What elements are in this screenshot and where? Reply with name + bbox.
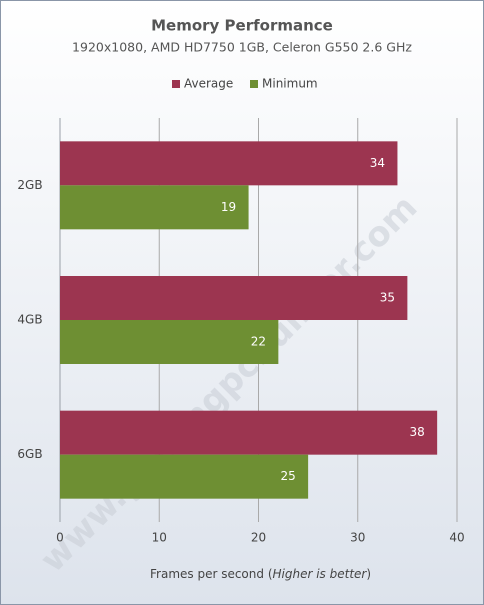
value-label: 19: [221, 200, 236, 214]
value-label: 38: [410, 425, 425, 439]
legend-swatch: [172, 80, 180, 88]
bar: [60, 185, 249, 230]
legend-label: Average: [184, 77, 233, 91]
bar: [60, 454, 309, 499]
chart-subtitle: 1920x1080, AMD HD7750 1GB, Celeron G550 …: [72, 40, 412, 55]
value-label: 35: [380, 291, 395, 305]
x-tick-label: 40: [449, 531, 464, 545]
chart-title: Memory Performance: [151, 17, 333, 35]
y-tick-label: 4GB: [17, 313, 42, 327]
bar: [60, 141, 398, 186]
bar: [60, 320, 279, 364]
x-tick-label: 20: [251, 531, 266, 545]
bar: [60, 410, 438, 455]
legend-label: Minimum: [262, 77, 318, 91]
y-tick-label: 6GB: [17, 447, 42, 461]
y-tick-label: 2GB: [17, 178, 42, 192]
x-tick-label: 30: [350, 531, 365, 545]
legend-swatch: [250, 80, 258, 88]
x-tick-label: 10: [152, 531, 167, 545]
value-label: 22: [251, 335, 266, 349]
x-label-part: Higher is better: [273, 567, 368, 581]
x-axis-label: Frames per second (Higher is better): [150, 567, 371, 581]
bar: [60, 276, 408, 320]
x-label-part: Frames per second (: [150, 567, 273, 581]
value-label: 34: [370, 156, 385, 170]
x-label-part: ): [366, 567, 371, 581]
value-label: 25: [280, 469, 295, 483]
x-tick-label: 0: [56, 531, 64, 545]
